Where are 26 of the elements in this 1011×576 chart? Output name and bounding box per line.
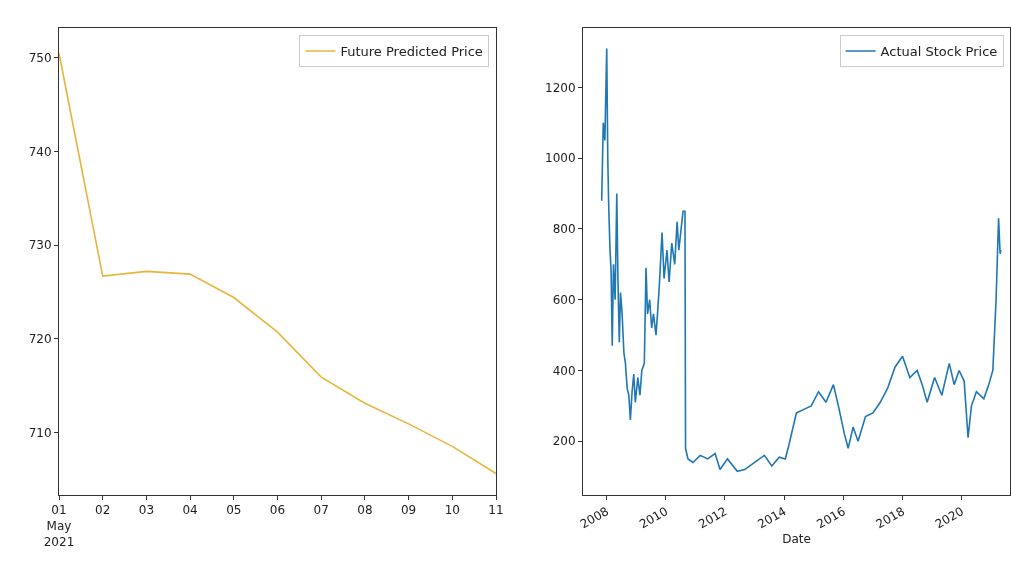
y-tick-label: 200: [552, 434, 576, 449]
y-tick-label: 1000: [545, 151, 576, 166]
x-tick-label: 01 May 2021: [43, 503, 75, 549]
x-tick-label: 02: [95, 503, 111, 518]
legend-label: Future Predicted Price: [340, 44, 483, 60]
x-tick-label: 07: [313, 503, 329, 518]
y-tick-label: 740: [28, 144, 52, 159]
y-tick-label: 730: [28, 238, 52, 253]
y-tick-label: 800: [552, 222, 576, 237]
line-series: [600, 47, 1002, 473]
y-tick-label: 750: [28, 51, 52, 66]
y-tick-label: 600: [552, 292, 576, 307]
x-tick-label: 06: [269, 503, 286, 518]
x-tick-label: 05: [226, 503, 242, 518]
y-tick-label: 710: [28, 425, 52, 440]
x-tick-label: 08: [357, 503, 373, 518]
x-tick-label: 04: [182, 503, 198, 518]
x-tick-label: 03: [138, 503, 155, 518]
x-tick-label: 11: [488, 503, 504, 518]
y-tick-label: 1200: [545, 80, 576, 95]
x-axis-title: Date: [782, 532, 811, 547]
y-tick-label: 400: [552, 363, 576, 378]
x-tick-label: 09: [400, 503, 417, 518]
x-tick-label: 10: [444, 503, 460, 518]
y-tick-label: 720: [28, 331, 52, 346]
legend-label: Actual Stock Price: [880, 44, 998, 60]
